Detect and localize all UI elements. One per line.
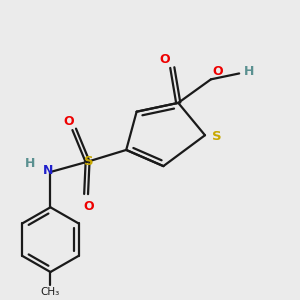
Text: O: O (63, 115, 74, 128)
Text: S: S (84, 155, 94, 168)
Text: O: O (84, 200, 94, 213)
Text: N: N (43, 164, 53, 177)
Text: O: O (160, 53, 170, 66)
Text: O: O (212, 65, 223, 78)
Text: CH₃: CH₃ (41, 287, 60, 297)
Text: S: S (212, 130, 222, 143)
Text: H: H (24, 157, 35, 170)
Text: H: H (244, 65, 254, 79)
